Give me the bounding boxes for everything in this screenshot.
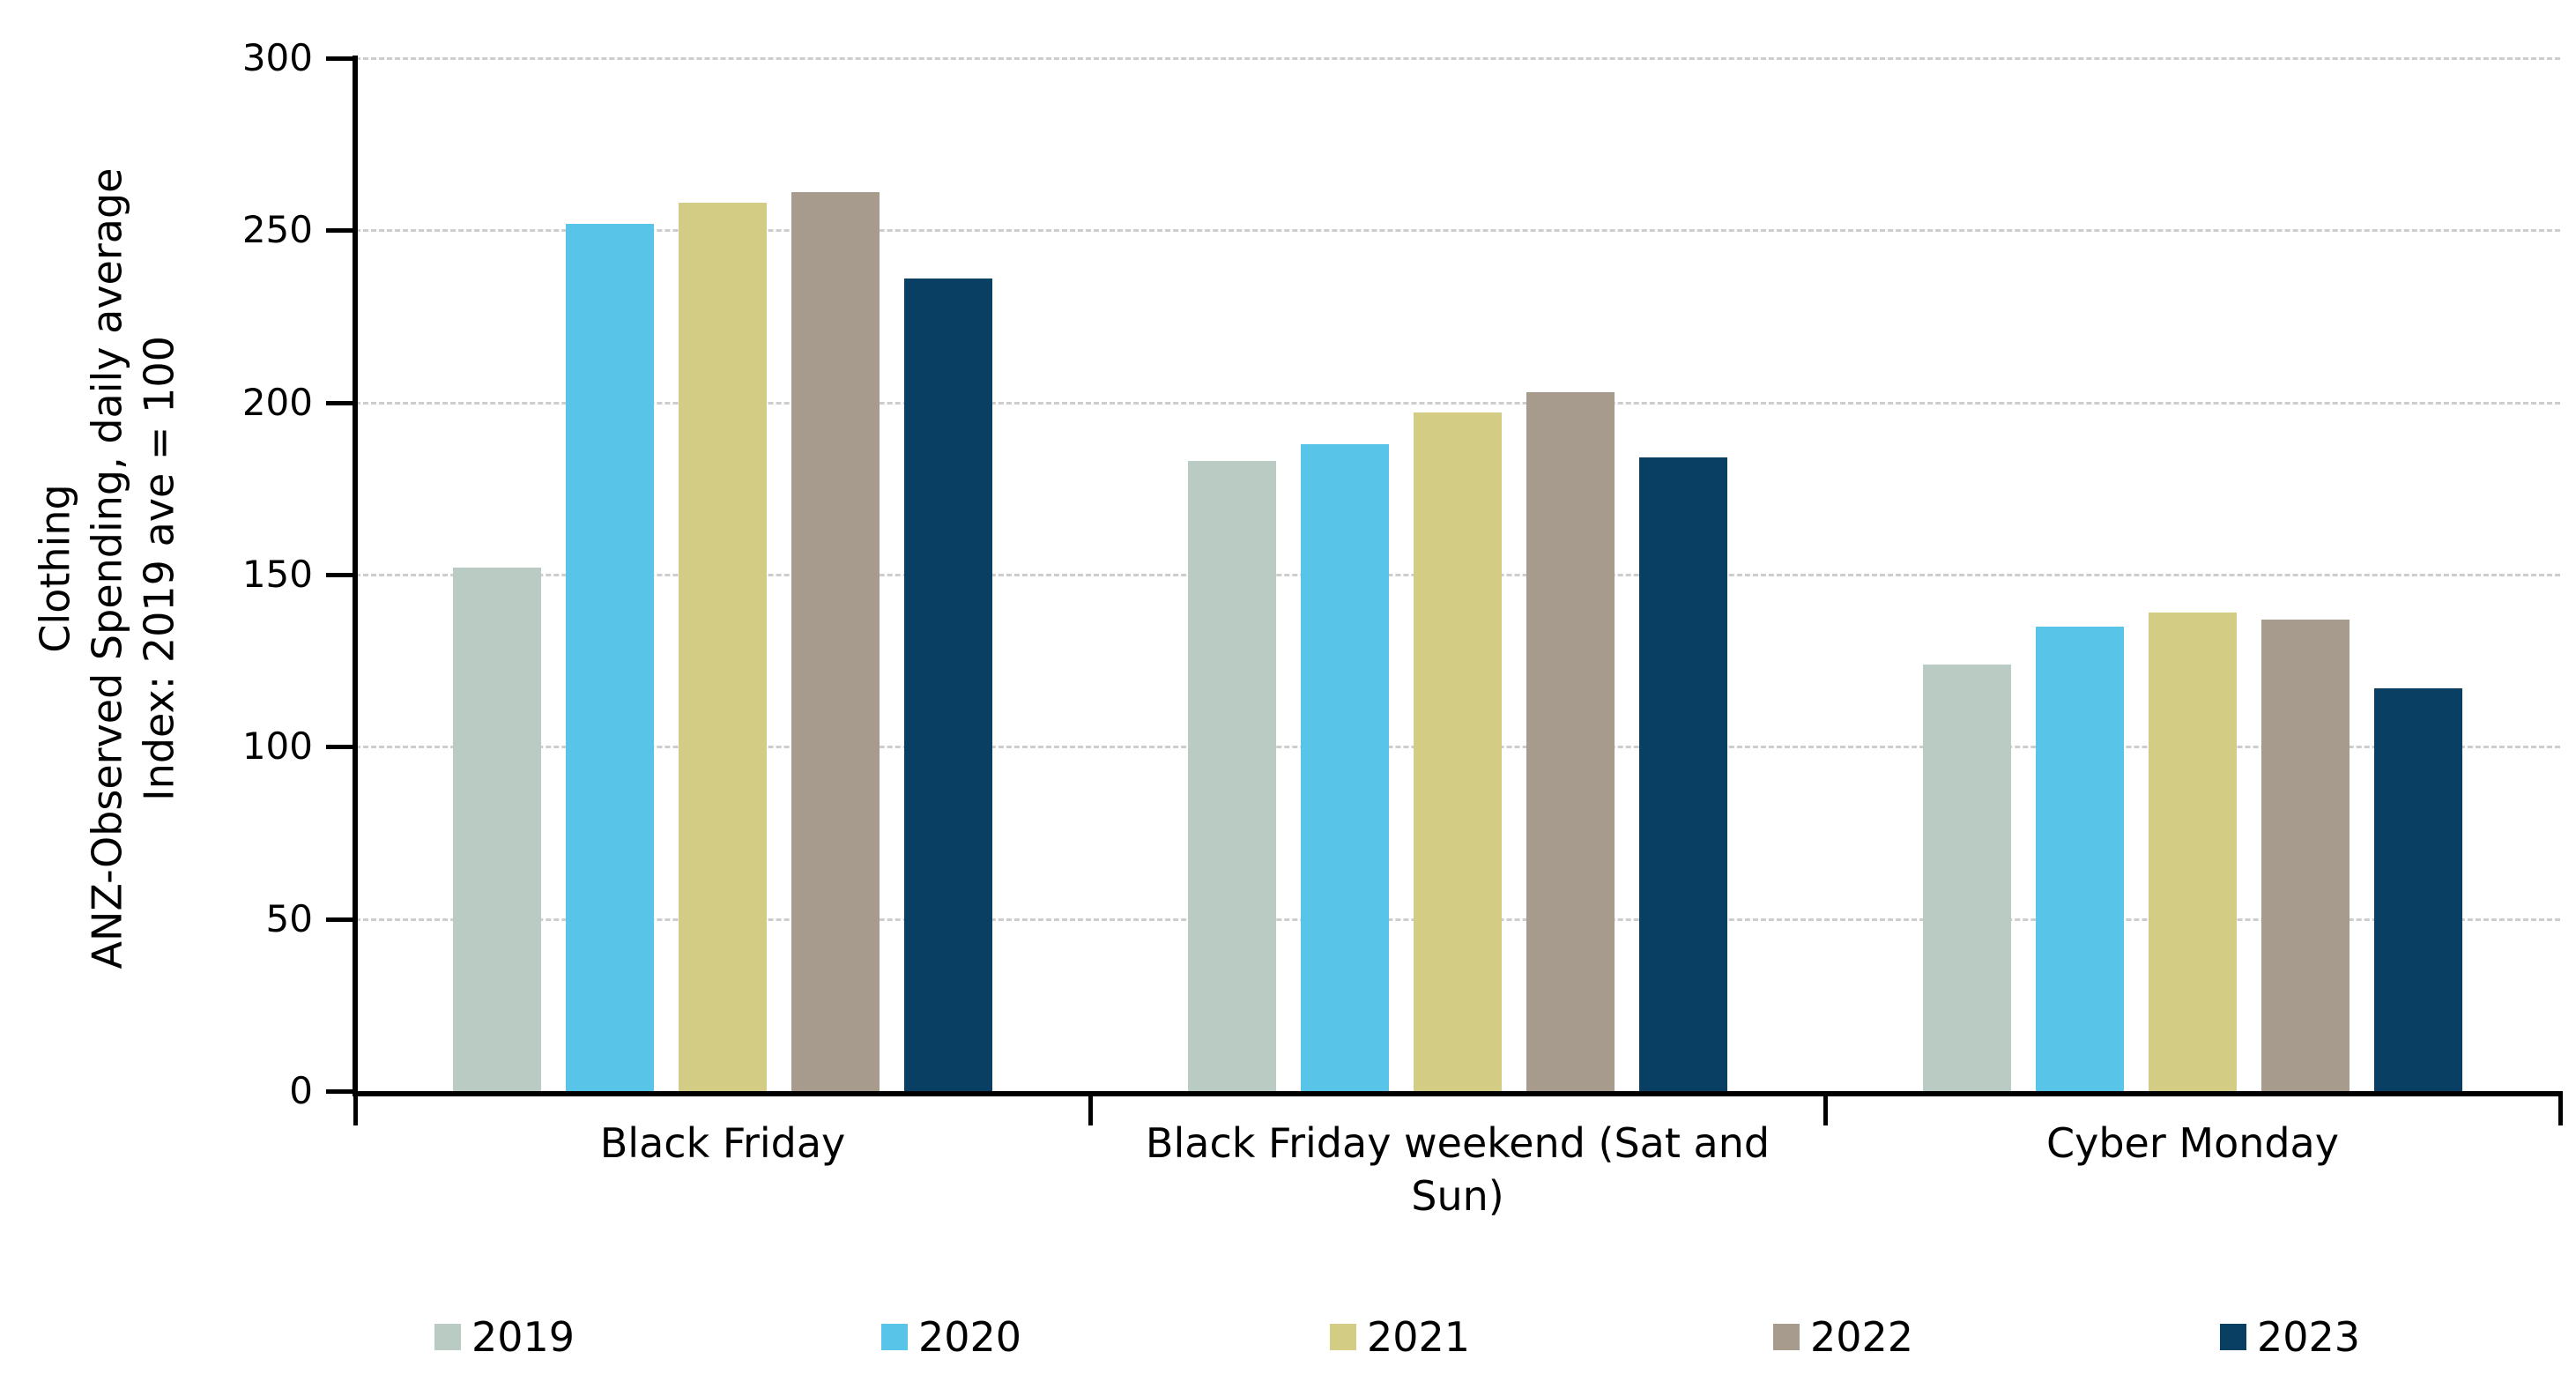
legend-item-2019: 2019 — [434, 1313, 575, 1361]
gridline-200 — [355, 401, 2560, 405]
y-axis-tick-150 — [326, 573, 355, 577]
gridline-300 — [355, 57, 2560, 60]
y-axis-tick-200 — [326, 400, 355, 405]
y-axis-tick-250 — [326, 228, 355, 234]
bar-2023-category-3 — [2374, 687, 2462, 1091]
gridline-250 — [355, 229, 2560, 233]
y-axis-tick-label-100: 100 — [241, 724, 313, 769]
legend-item-2021: 2021 — [1330, 1313, 1470, 1361]
bar-2023-category-1 — [904, 279, 992, 1091]
bar-2021-category-2 — [1414, 412, 1502, 1091]
bar-2022-category-2 — [1526, 391, 1615, 1091]
legend-swatch-2023 — [2220, 1324, 2246, 1350]
y-axis-tick-300 — [326, 56, 355, 61]
y-axis-tick-label-0: 0 — [289, 1069, 313, 1112]
legend-swatch-2022 — [1773, 1324, 1800, 1350]
legend-item-2023: 2023 — [2220, 1313, 2360, 1361]
x-axis-line — [353, 1091, 2563, 1096]
legend-label-2021: 2021 — [1367, 1313, 1471, 1361]
bar-2019-category-2 — [1188, 461, 1276, 1091]
y-axis-tick-label-150: 150 — [241, 553, 313, 596]
y-axis-title: Clothing ANZ-Observed Spending, daily av… — [30, 0, 186, 1194]
y-axis-tick-0 — [326, 1089, 355, 1094]
y-axis-title-line-2: ANZ-Observed Spending, daily average — [83, 167, 131, 969]
legend-label-2023: 2023 — [2257, 1313, 2361, 1361]
legend-swatch-2019 — [434, 1324, 461, 1350]
legend-label-2020: 2020 — [918, 1313, 1022, 1361]
y-axis-tick-label-200: 200 — [241, 380, 313, 424]
y-axis-tick-100 — [326, 745, 355, 750]
x-axis-tick-0 — [353, 1096, 358, 1125]
y-axis-tick-label-250: 250 — [241, 208, 313, 252]
y-axis-tick-50 — [326, 917, 355, 922]
x-axis-tick-2 — [1823, 1096, 1828, 1125]
x-axis-tick-3 — [2558, 1096, 2563, 1125]
legend-label-2019: 2019 — [471, 1313, 575, 1361]
y-axis-tick-label-50: 50 — [265, 896, 313, 940]
legend-item-2022: 2022 — [1773, 1313, 1913, 1361]
bar-2020-category-2 — [1301, 443, 1389, 1091]
bar-2020-category-1 — [566, 223, 654, 1091]
legend-swatch-2021 — [1330, 1324, 1356, 1350]
bar-2022-category-3 — [2261, 619, 2350, 1091]
bar-2023-category-2 — [1639, 457, 1727, 1091]
x-category-label-2: Black Friday weekend (Sat and Sun) — [1145, 1119, 1771, 1220]
legend-label-2022: 2022 — [1810, 1313, 1914, 1361]
bar-2021-category-3 — [2149, 612, 2237, 1091]
bar-2021-category-1 — [679, 203, 767, 1091]
legend-swatch-2020 — [881, 1324, 908, 1350]
bar-2019-category-1 — [453, 568, 541, 1091]
y-axis-line — [353, 56, 358, 1094]
bar-2022-category-1 — [791, 192, 880, 1091]
legend-item-2020: 2020 — [881, 1313, 1021, 1361]
bar-2019-category-3 — [1923, 664, 2011, 1091]
x-category-label-1: Black Friday — [599, 1119, 846, 1167]
x-category-label-3: Cyber Monday — [2046, 1119, 2339, 1167]
bar-2020-category-3 — [2036, 626, 2124, 1091]
x-axis-tick-1 — [1088, 1096, 1093, 1125]
y-axis-tick-label-300: 300 — [241, 36, 313, 79]
y-axis-title-line-1: Clothing — [31, 484, 79, 653]
